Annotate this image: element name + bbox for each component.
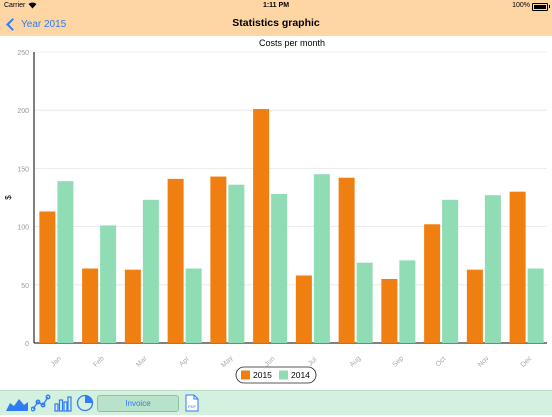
pdf-icon[interactable]: PDF xyxy=(185,394,203,412)
bar-2014-apr xyxy=(185,268,202,343)
costs-bar-chart: Costs per month 0 50 100 150 200 250 $ Jan Feb Mar… xyxy=(4,38,547,384)
x-tick-label: Aug xyxy=(349,355,363,369)
bar-2015-jan xyxy=(39,211,56,343)
y-tick-label: 50 xyxy=(21,283,29,290)
pdf-icon-label: PDF xyxy=(188,404,197,409)
y-tick-label: 250 xyxy=(17,50,29,57)
bar-2014-jan xyxy=(57,181,74,343)
bottom-toolbar: Invoice PDF xyxy=(0,390,552,415)
bar-2014-jul xyxy=(313,174,330,343)
y-tick-label: 150 xyxy=(17,166,29,173)
bar-2015-sep xyxy=(381,278,398,343)
legend-box xyxy=(235,366,317,384)
x-tick-label: Nov xyxy=(477,355,491,369)
bar-2015-jun xyxy=(253,109,270,343)
bar-2015-nov xyxy=(466,269,483,343)
bar-2015-oct xyxy=(424,224,441,343)
bar-2014-jun xyxy=(271,194,288,343)
legend-label-2014: 2014 xyxy=(291,370,310,380)
bar-2015-jul xyxy=(295,275,312,343)
bar-2014-nov xyxy=(484,195,501,343)
bar-2014-feb xyxy=(100,225,117,343)
bar-2015-mar xyxy=(124,269,141,343)
bar-2014-oct xyxy=(442,199,459,343)
bar-2014-mar xyxy=(142,199,159,343)
legend-swatch-2015 xyxy=(241,370,250,380)
status-bar: Carrier 1:11 PM 100% xyxy=(0,0,552,12)
x-tick-label: Apr xyxy=(178,355,191,368)
bar-2014-dec xyxy=(527,268,544,343)
chart-area: Costs per month 0 50 100 150 200 250 $ Jan Feb Mar… xyxy=(0,36,552,390)
x-tick-label: May xyxy=(220,354,235,369)
x-tick-label: Oct xyxy=(435,356,448,369)
y-tick-label: 200 xyxy=(17,108,29,115)
y-tick-label: 0 xyxy=(25,341,29,348)
legend-swatch-2014 xyxy=(279,370,288,380)
y-tick-label: 100 xyxy=(17,225,29,232)
wifi-icon xyxy=(28,1,37,11)
x-tick-label: Dec xyxy=(520,355,534,369)
navigation-bar: Year 2015 Statistics graphic xyxy=(0,12,552,37)
line-chart-icon[interactable] xyxy=(30,394,51,412)
battery-percent: 100% xyxy=(512,2,530,9)
bar-2015-apr xyxy=(167,178,184,343)
status-time: 1:11 PM xyxy=(262,2,290,9)
x-tick-label: Mar xyxy=(135,355,149,369)
back-button-label: Year 2015 xyxy=(21,18,67,30)
chart-title: Costs per month xyxy=(259,38,325,48)
pie-chart-icon[interactable] xyxy=(76,394,94,412)
bar-chart-icon[interactable] xyxy=(54,394,72,412)
page-title: Statistics graphic xyxy=(232,17,320,29)
battery-icon xyxy=(532,3,550,11)
x-tick-label: Jul xyxy=(307,356,319,368)
invoice-button[interactable]: Invoice xyxy=(97,395,179,412)
bar-2014-may xyxy=(228,184,245,343)
back-button[interactable]: Year 2015 xyxy=(6,16,66,32)
x-tick-label: Jun xyxy=(264,355,277,368)
legend-label-2015: 2015 xyxy=(253,370,272,380)
x-tick-label: Sep xyxy=(391,355,405,369)
bar-2015-feb xyxy=(82,268,99,343)
bar-2014-sep xyxy=(399,260,416,343)
bar-2015-may xyxy=(210,176,227,343)
x-tick-label: Jan xyxy=(50,355,63,368)
bar-2014-aug xyxy=(356,262,373,343)
bar-2015-aug xyxy=(338,177,355,343)
bar-2015-dec xyxy=(509,191,526,343)
area-chart-icon[interactable] xyxy=(6,394,28,412)
x-tick-label: Feb xyxy=(92,355,106,369)
y-axis-label: $ xyxy=(4,195,13,200)
carrier-label: Carrier xyxy=(4,2,26,9)
